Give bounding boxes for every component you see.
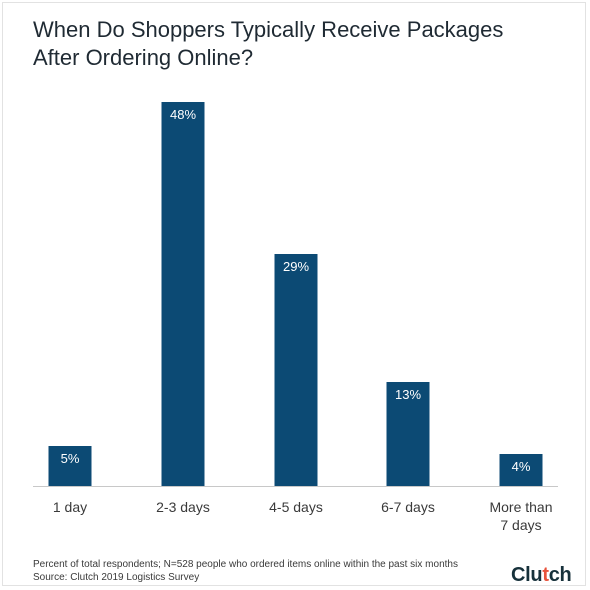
data-label-5: 4% (512, 459, 531, 474)
bar-2 (161, 102, 205, 486)
chart-title: When Do Shoppers Typically Receive Packa… (33, 17, 504, 70)
logo-text-end: ch (548, 564, 572, 586)
logo-text-accent: t (542, 564, 549, 586)
category-label-1: 1 day (53, 499, 87, 515)
footnote-source: Source: Clutch 2019 Logistics Survey (33, 572, 200, 583)
bar-1 (48, 446, 92, 486)
data-label-1: 5% (61, 451, 80, 466)
footnote: Percent of total respondents; N=528 peop… (33, 558, 458, 584)
data-label-3: 29% (283, 259, 309, 274)
category-label-5: More than 7 days (489, 499, 552, 533)
bar-4 (386, 382, 430, 486)
data-label-4: 13% (395, 387, 421, 402)
bar-3 (274, 254, 318, 486)
clutch-logo: Clutch (511, 564, 572, 587)
category-label-4: 6-7 days (381, 499, 435, 515)
data-label-2: 48% (170, 107, 196, 122)
footnote-respondents: Percent of total respondents; N=528 peop… (33, 559, 458, 570)
category-label-3: 4-5 days (269, 499, 323, 515)
bar-5 (499, 454, 543, 486)
logo-text-start: Clu (511, 564, 543, 586)
chart-frame (2, 2, 586, 586)
category-label-2: 2-3 days (156, 499, 210, 515)
